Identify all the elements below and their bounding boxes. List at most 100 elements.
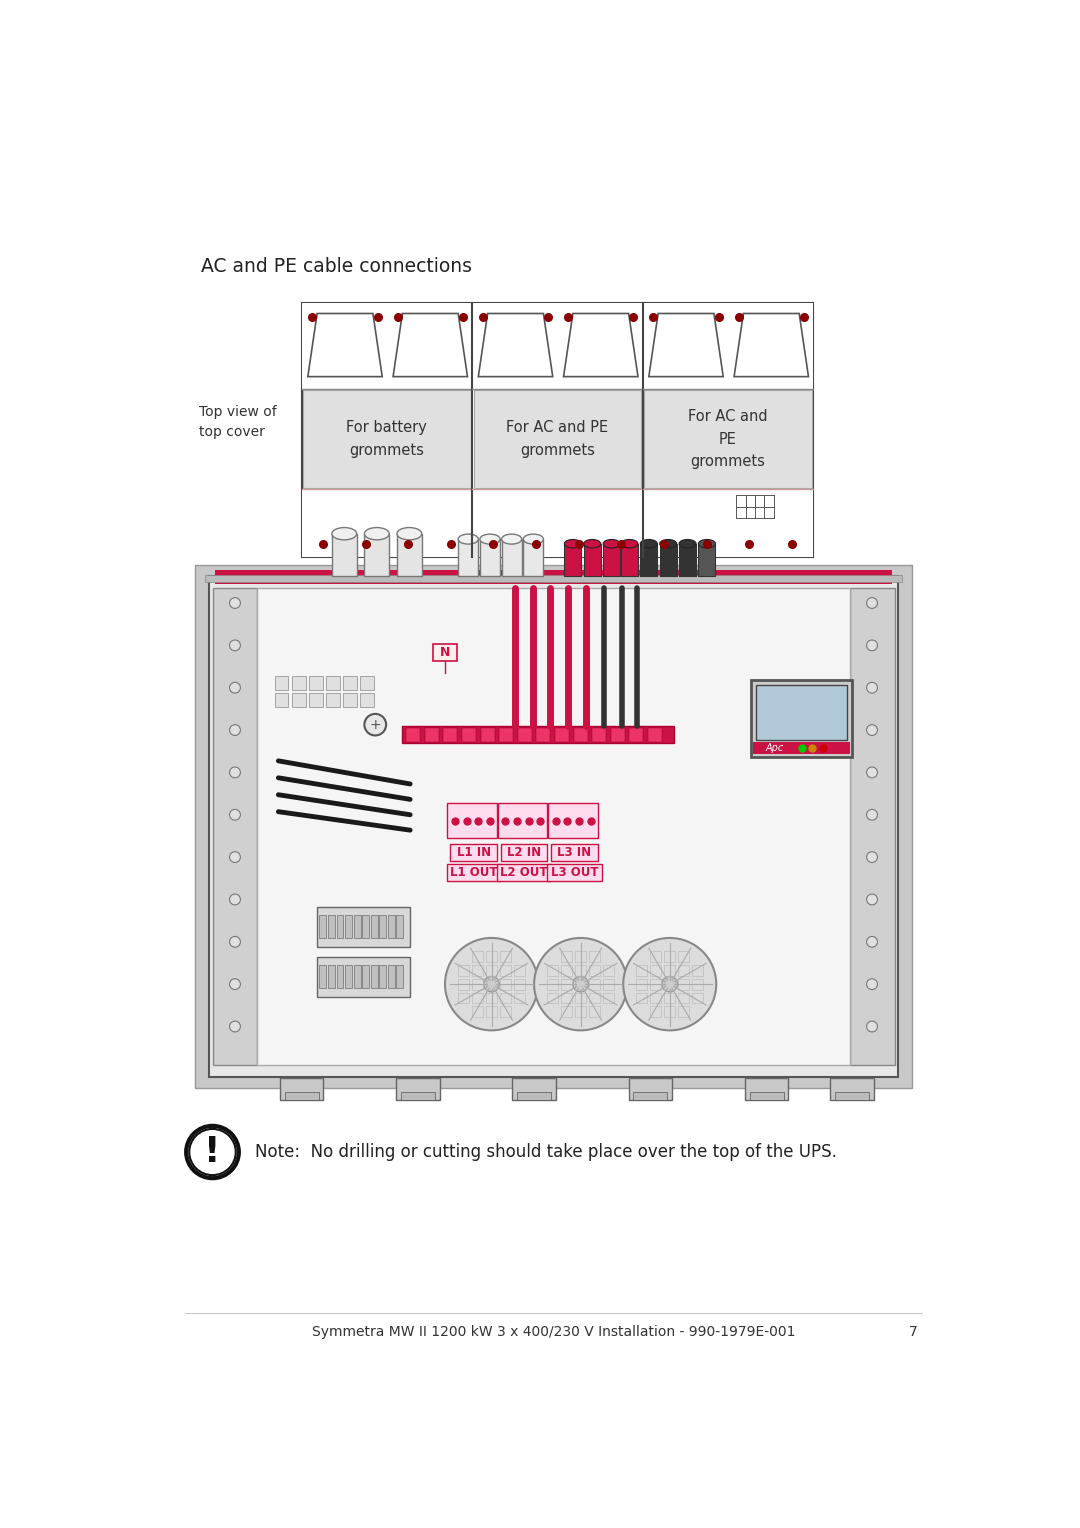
- Text: L1 OUT: L1 OUT: [450, 866, 498, 879]
- Bar: [353, 915, 361, 938]
- Bar: [562, 964, 572, 976]
- Bar: [458, 993, 469, 1004]
- Circle shape: [623, 938, 716, 1030]
- Bar: [692, 979, 703, 990]
- Circle shape: [230, 1021, 241, 1031]
- Bar: [458, 979, 469, 990]
- Bar: [342, 694, 356, 707]
- Circle shape: [230, 979, 241, 990]
- Bar: [342, 677, 356, 691]
- Bar: [643, 303, 813, 390]
- Bar: [257, 588, 850, 1065]
- Bar: [517, 727, 531, 741]
- Bar: [497, 863, 551, 882]
- Bar: [320, 964, 326, 989]
- Text: L1 IN: L1 IN: [457, 847, 490, 859]
- Bar: [678, 1007, 689, 1018]
- Bar: [562, 1007, 572, 1018]
- Bar: [388, 964, 394, 989]
- Bar: [486, 950, 497, 961]
- Bar: [573, 727, 588, 741]
- Bar: [360, 677, 374, 691]
- Bar: [576, 964, 586, 976]
- Bar: [644, 391, 811, 487]
- Text: !: !: [204, 1135, 220, 1169]
- Bar: [472, 489, 643, 556]
- Bar: [621, 544, 638, 576]
- Bar: [664, 979, 675, 990]
- Bar: [486, 964, 497, 976]
- Circle shape: [572, 976, 589, 992]
- Bar: [514, 993, 525, 1004]
- Bar: [636, 979, 647, 990]
- Bar: [590, 1007, 600, 1018]
- Bar: [292, 677, 306, 691]
- Bar: [524, 539, 543, 576]
- Bar: [590, 993, 600, 1004]
- Circle shape: [230, 640, 241, 651]
- Bar: [303, 391, 471, 487]
- Bar: [648, 727, 662, 741]
- Bar: [751, 680, 852, 756]
- Ellipse shape: [660, 539, 677, 549]
- Polygon shape: [393, 313, 468, 376]
- Bar: [562, 993, 572, 1004]
- Text: Top view of
top cover: Top view of top cover: [199, 405, 276, 440]
- Bar: [446, 863, 501, 882]
- Circle shape: [230, 683, 241, 694]
- Bar: [309, 677, 323, 691]
- Bar: [433, 643, 457, 660]
- Circle shape: [866, 724, 877, 735]
- Bar: [499, 727, 513, 741]
- Bar: [835, 1093, 869, 1100]
- Polygon shape: [478, 313, 553, 376]
- Text: 7: 7: [909, 1325, 918, 1339]
- Bar: [756, 685, 847, 740]
- Bar: [292, 694, 306, 707]
- Bar: [481, 727, 495, 741]
- Bar: [678, 979, 689, 990]
- Circle shape: [230, 894, 241, 905]
- Ellipse shape: [699, 539, 715, 549]
- Bar: [650, 964, 661, 976]
- Bar: [406, 727, 420, 741]
- Bar: [555, 727, 569, 741]
- Bar: [318, 908, 410, 947]
- Bar: [576, 1007, 586, 1018]
- Bar: [501, 843, 548, 860]
- Circle shape: [230, 810, 241, 821]
- Circle shape: [364, 714, 387, 735]
- Bar: [678, 993, 689, 1004]
- Ellipse shape: [640, 539, 658, 549]
- Bar: [590, 979, 600, 990]
- Bar: [447, 804, 497, 837]
- Bar: [318, 957, 410, 998]
- Ellipse shape: [364, 527, 389, 539]
- Circle shape: [866, 937, 877, 947]
- Bar: [403, 726, 674, 743]
- Ellipse shape: [501, 535, 522, 544]
- Bar: [583, 544, 600, 576]
- Bar: [328, 964, 335, 989]
- Bar: [664, 964, 675, 976]
- Bar: [750, 1093, 784, 1100]
- Circle shape: [230, 937, 241, 947]
- Circle shape: [189, 1129, 235, 1175]
- Bar: [565, 544, 581, 576]
- Text: L3 IN: L3 IN: [557, 847, 592, 859]
- Bar: [320, 915, 326, 938]
- Circle shape: [662, 976, 677, 992]
- Circle shape: [230, 597, 241, 608]
- Bar: [362, 964, 369, 989]
- Polygon shape: [734, 313, 809, 376]
- Bar: [514, 979, 525, 990]
- Bar: [678, 964, 689, 976]
- Bar: [472, 950, 483, 961]
- Circle shape: [866, 597, 877, 608]
- Bar: [501, 539, 522, 576]
- Text: AC and PE cable connections: AC and PE cable connections: [201, 257, 472, 275]
- Bar: [548, 993, 558, 1004]
- Bar: [284, 1093, 319, 1100]
- Bar: [650, 979, 661, 990]
- Text: For AC and
PE
grommets: For AC and PE grommets: [688, 410, 768, 469]
